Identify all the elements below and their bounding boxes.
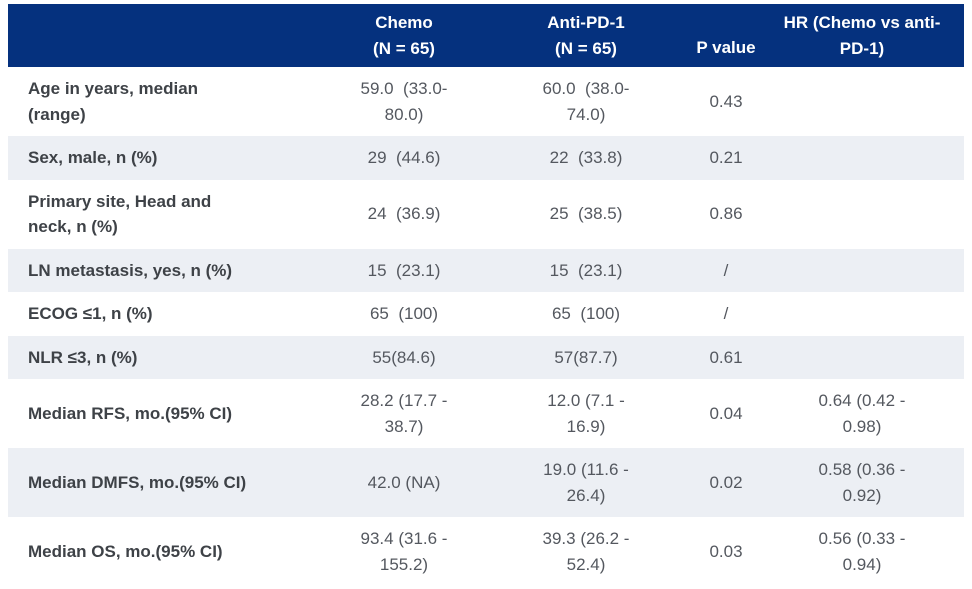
hr-value — [760, 180, 964, 249]
hr-value — [760, 292, 964, 336]
column-header-anti-pd1: Anti-PD-1 (N = 65) — [480, 4, 692, 67]
chemo-value: 59.0 (33.0- 80.0) — [360, 79, 448, 124]
chemo-value: 42.0 (NA) — [367, 472, 441, 492]
anti-pd1-value: 65 (100) — [551, 304, 621, 323]
anti-pd1-value: 39.3 (26.2 - 52.4) — [542, 529, 630, 574]
table-row: Median OS, mo.(95% CI) 93.4 (31.6 - 155.… — [8, 517, 964, 586]
hr-value — [760, 136, 964, 180]
hr-value: 0.64 (0.42 - 0.98) — [818, 391, 906, 436]
table-row: Primary site, Head and neck, n (%) 24 (3… — [8, 179, 964, 249]
row-label: Age in years, median (range) — [28, 79, 199, 124]
column-header-chemo: Chemo (N = 65) — [328, 4, 480, 67]
column-header-empty — [8, 4, 328, 67]
column-header-hr: HR (Chemo vs anti- PD-1) — [760, 4, 964, 67]
baseline-characteristics-table: Chemo (N = 65) Anti-PD-1 (N = 65) P valu… — [8, 4, 964, 586]
hr-value: 0.58 (0.36 - 0.92) — [818, 460, 906, 505]
chemo-value: 29 (44.6) — [367, 148, 441, 167]
row-label: Median DMFS, mo.(95% CI) — [28, 472, 247, 492]
column-header-p-value: P value — [692, 4, 760, 67]
hr-value — [760, 336, 964, 380]
table-row: Sex, male, n (%) 29 (44.6) 22 (33.8) 0.2… — [8, 136, 964, 180]
p-value: / — [723, 304, 729, 323]
row-label: Sex, male, n (%) — [28, 148, 158, 167]
hr-value: 0.56 (0.33 - 0.94) — [818, 529, 906, 574]
chemo-value: 55(84.6) — [372, 347, 436, 367]
table-header-row: Chemo (N = 65) Anti-PD-1 (N = 65) P valu… — [8, 4, 964, 67]
p-value: 0.04 — [709, 403, 743, 423]
row-label: Median OS, mo.(95% CI) — [28, 541, 223, 561]
chemo-value: 15 (23.1) — [367, 260, 441, 280]
p-value: 0.86 — [709, 204, 743, 224]
chemo-value: 24 (36.9) — [367, 204, 441, 224]
row-label: Primary site, Head and neck, n (%) — [28, 191, 212, 237]
row-label: Median RFS, mo.(95% CI) — [28, 403, 233, 423]
p-value: 0.21 — [709, 148, 743, 167]
p-value: / — [723, 260, 729, 280]
anti-pd1-value: 22 (33.8) — [549, 148, 623, 167]
table-row: Median RFS, mo.(95% CI) 28.2 (17.7 - 38.… — [8, 379, 964, 448]
anti-pd1-value: 15 (23.1) — [549, 260, 623, 280]
anti-pd1-value: 57(87.7) — [554, 347, 618, 367]
table-row: LN metastasis, yes, n (%) 15 (23.1) 15 (… — [8, 248, 964, 293]
table-row: ECOG ≤1, n (%) 65 (100) 65 (100) / — [8, 292, 964, 336]
p-value: 0.03 — [709, 541, 743, 561]
anti-pd1-value: 25 (38.5) — [549, 204, 623, 224]
table-row: Age in years, median (range) 59.0 (33.0-… — [8, 67, 964, 136]
hr-value — [760, 249, 964, 293]
anti-pd1-value: 12.0 (7.1 - 16.9) — [547, 391, 625, 436]
chemo-value: 28.2 (17.7 - 38.7) — [360, 391, 448, 436]
chemo-value: 65 (100) — [369, 304, 439, 323]
p-value: 0.61 — [709, 347, 743, 367]
table-row: NLR ≤3, n (%) 55(84.6) 57(87.7) 0.61 — [8, 335, 964, 380]
table-row: Median DMFS, mo.(95% CI) 42.0 (NA) 19.0 … — [8, 448, 964, 517]
comparison-table: Chemo (N = 65) Anti-PD-1 (N = 65) P valu… — [8, 4, 964, 586]
hr-value — [760, 67, 964, 136]
anti-pd1-value: 60.0 (38.0- 74.0) — [542, 79, 630, 124]
anti-pd1-value: 19.0 (11.6 - 26.4) — [543, 460, 629, 505]
row-label: ECOG ≤1, n (%) — [28, 304, 153, 323]
p-value: 0.02 — [709, 472, 743, 492]
p-value: 0.43 — [709, 91, 743, 111]
chemo-value: 93.4 (31.6 - 155.2) — [360, 529, 448, 574]
row-label: NLR ≤3, n (%) — [28, 347, 138, 367]
row-label: LN metastasis, yes, n (%) — [28, 260, 233, 280]
